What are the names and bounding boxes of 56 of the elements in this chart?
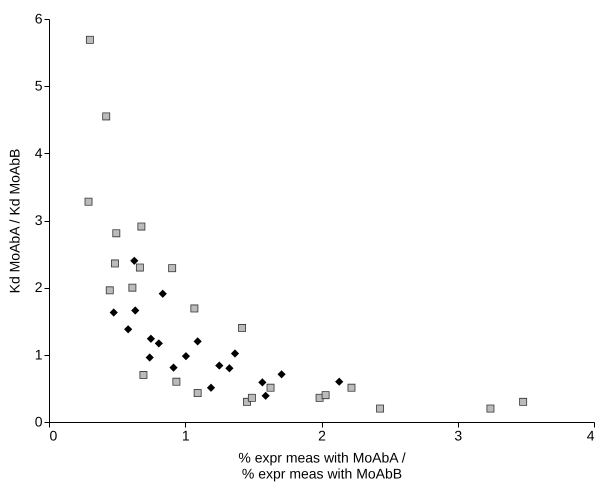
point [335, 378, 344, 386]
point [238, 324, 246, 332]
y-tick-label: 5 [34, 78, 43, 94]
point [158, 290, 167, 298]
x-tick-label: 4 [586, 428, 595, 444]
point [348, 384, 356, 392]
point [194, 389, 202, 398]
point [106, 286, 114, 294]
point [182, 352, 190, 360]
point [207, 384, 215, 392]
y-tick-label: 2 [34, 279, 43, 296]
point [136, 264, 144, 272]
point [278, 370, 286, 378]
point [111, 260, 119, 268]
point [139, 371, 148, 379]
point [262, 392, 270, 400]
text: % expr meas with MoAbB [242, 466, 402, 482]
point [168, 264, 176, 272]
point [170, 364, 178, 372]
point [194, 337, 202, 346]
x-tick-label: 1 [182, 428, 190, 444]
x-tick-label: 3 [454, 428, 462, 444]
text: % expr meas with MoAbA / [238, 450, 406, 466]
point [376, 404, 384, 412]
point [231, 350, 239, 358]
point [131, 306, 140, 314]
y-tick-label: 4 [34, 144, 43, 161]
y-axis-title: Kd MoAbA / Kd MoAbB [6, 148, 23, 294]
y-tick-label: 3 [34, 212, 43, 228]
point [215, 362, 224, 370]
x-tick-label: 0 [50, 428, 58, 444]
point [154, 339, 163, 348]
x-tick-label: 2 [318, 428, 326, 444]
point [128, 284, 136, 292]
y-tick-label: 6 [34, 10, 43, 26]
point [519, 398, 528, 406]
point [248, 394, 256, 402]
point [137, 222, 146, 230]
point [84, 198, 92, 206]
point [124, 325, 132, 334]
point [146, 334, 155, 343]
point [486, 404, 494, 412]
point [110, 308, 118, 316]
y-tick-label: 0 [34, 414, 43, 430]
point [86, 36, 94, 44]
point [130, 256, 138, 265]
point [102, 112, 110, 120]
y-tick-label: 1 [34, 346, 43, 362]
point [172, 378, 180, 386]
point [322, 391, 330, 400]
point [258, 378, 266, 386]
point [225, 364, 234, 372]
point [190, 304, 198, 312]
point [266, 384, 274, 392]
point [112, 229, 120, 238]
point [146, 354, 154, 362]
